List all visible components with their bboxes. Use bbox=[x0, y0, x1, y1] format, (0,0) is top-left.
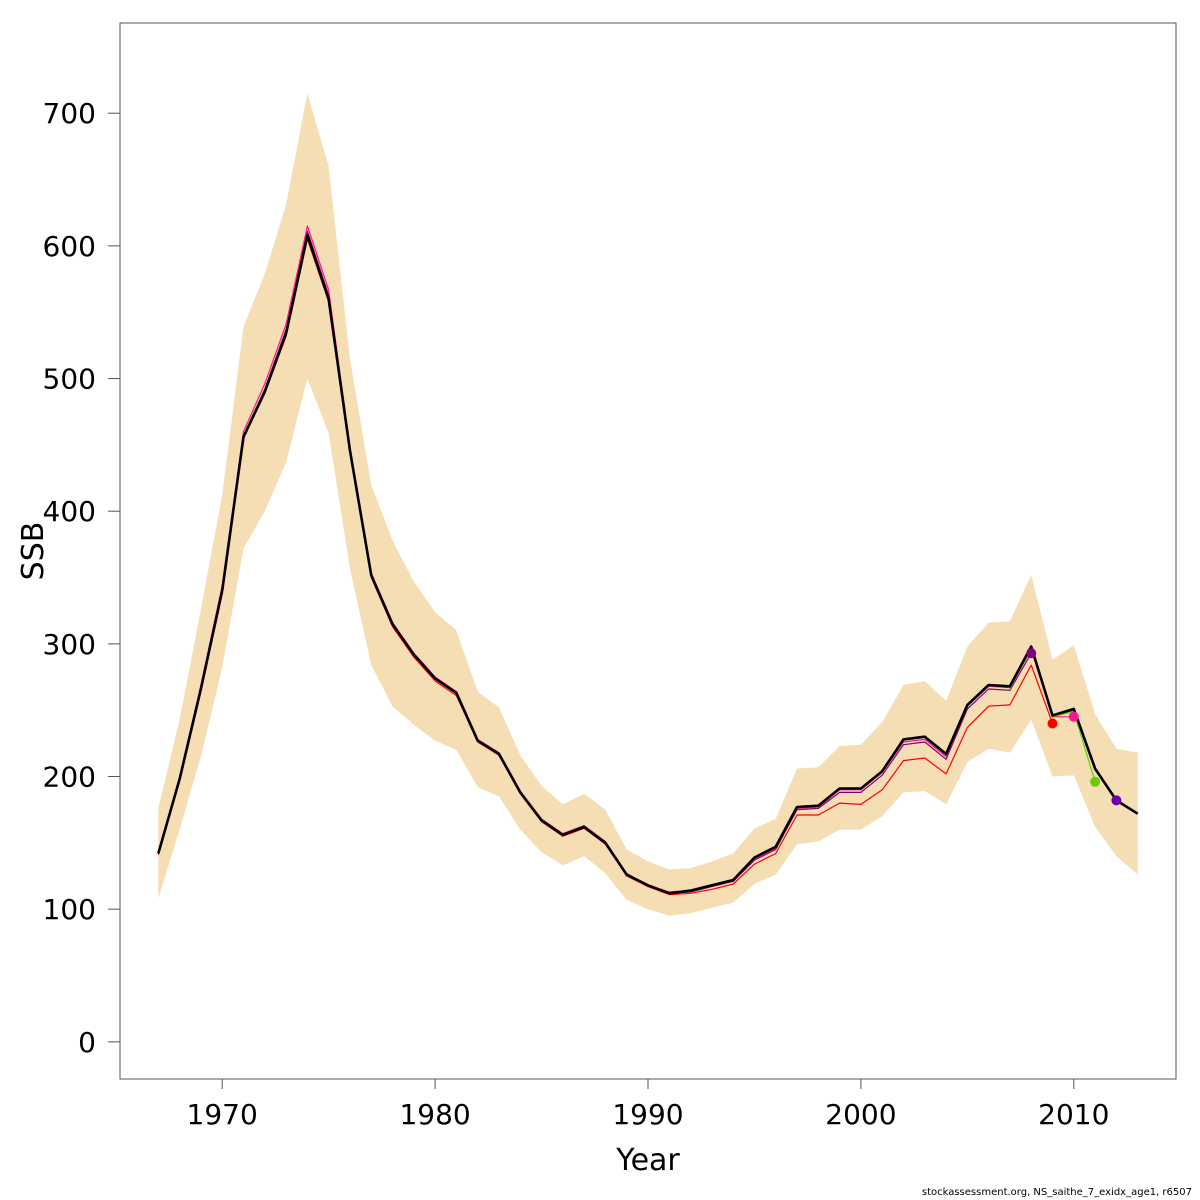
y-tick-label: 300 bbox=[43, 628, 96, 661]
x-axis: 1970 1980 1990 2000 2010 bbox=[187, 1079, 1109, 1131]
series-end-point bbox=[1047, 718, 1058, 729]
x-axis-title: Year bbox=[615, 1143, 680, 1178]
y-tick-label: 200 bbox=[43, 761, 96, 794]
y-tick-label: 500 bbox=[43, 363, 96, 396]
y-axis: 0 100 200 300 400 500 600 700 bbox=[43, 97, 120, 1059]
confidence-band bbox=[158, 93, 1138, 916]
footer-credit: stockassessment.org, NS_saithe_7_exidx_a… bbox=[921, 1187, 1192, 1198]
x-tick-label: 1980 bbox=[399, 1098, 470, 1131]
confidence-band-area bbox=[158, 93, 1138, 916]
series-end-markers bbox=[1026, 648, 1122, 806]
series-end-point bbox=[1111, 795, 1122, 806]
series-lines bbox=[157, 225, 1139, 896]
series-end-point bbox=[1090, 776, 1101, 787]
y-tick-label: 0 bbox=[78, 1026, 96, 1059]
x-tick-label: 2010 bbox=[1038, 1098, 1109, 1131]
series-line bbox=[157, 234, 1139, 895]
series-end-point bbox=[1026, 648, 1037, 659]
y-tick-label: 400 bbox=[43, 495, 96, 528]
y-axis-title: SSB bbox=[16, 522, 51, 581]
y-tick-label: 600 bbox=[43, 230, 96, 263]
series-end-point bbox=[1068, 711, 1079, 722]
y-tick-label: 100 bbox=[43, 893, 96, 926]
y-tick-label: 700 bbox=[43, 97, 96, 130]
x-tick-label: 1990 bbox=[612, 1098, 683, 1131]
x-tick-label: 2000 bbox=[825, 1098, 896, 1131]
x-tick-label: 1970 bbox=[187, 1098, 258, 1131]
